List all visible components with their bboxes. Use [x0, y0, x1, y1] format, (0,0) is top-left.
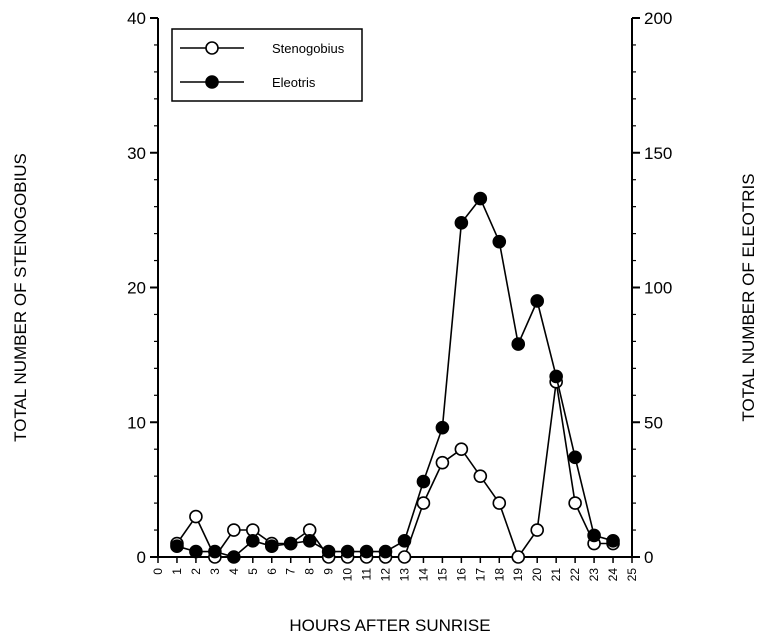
x-tick-label: 18 [492, 568, 506, 582]
legend-label: Stenogobius [272, 41, 345, 56]
series-line-stenogobius [176, 381, 613, 559]
y-right-axis-title: TOTAL NUMBER OF ELEOTRIS [739, 173, 758, 421]
x-tick-label: 22 [568, 568, 582, 582]
point-stenogobius [416, 496, 431, 510]
y-right-tick-label: 150 [644, 144, 672, 163]
point-eleotris [378, 544, 393, 559]
x-axis-title: HOURS AFTER SUNRISE [289, 616, 490, 635]
point-eleotris [435, 420, 450, 435]
point-eleotris [454, 216, 469, 230]
x-tick-label: 12 [379, 568, 393, 582]
point-stenogobius [568, 496, 582, 510]
point-eleotris [283, 536, 298, 551]
y-left-tick-label: 0 [137, 548, 146, 567]
x-tick-label: 10 [341, 568, 355, 582]
x-tick-label: 0 [151, 568, 165, 575]
x-tick-label: 15 [435, 568, 449, 582]
point-stenogobius [189, 509, 203, 524]
point-eleotris [189, 544, 203, 559]
point-stenogobius [397, 550, 412, 564]
y-right-tick-label: 200 [644, 9, 672, 28]
x-tick-label: 8 [303, 568, 317, 575]
y-right-tick-label: 100 [644, 279, 672, 298]
point-eleotris [511, 337, 526, 351]
point-eleotris [302, 534, 317, 548]
y-left-tick-label: 10 [127, 413, 146, 432]
point-eleotris [359, 544, 374, 559]
legend-marker [205, 41, 219, 55]
legend: Stenogobius Eleotris [171, 28, 363, 102]
point-eleotris [416, 474, 431, 489]
x-tick-label: 24 [606, 568, 620, 582]
legend-label: Eleotris [272, 75, 316, 90]
point-eleotris [208, 544, 222, 559]
legend-box [171, 28, 363, 102]
point-eleotris [492, 234, 507, 249]
point-eleotris [549, 369, 563, 384]
x-tick-label: 11 [360, 568, 374, 581]
y-left-axis-title: TOTAL NUMBER OF STENOGOBIUS [11, 153, 30, 442]
point-eleotris [473, 191, 488, 206]
point-stenogobius [530, 523, 545, 537]
x-tick-label: 1 [170, 568, 184, 575]
point-stenogobius [473, 469, 488, 483]
point-eleotris [264, 539, 279, 554]
y-left-tick-label: 30 [127, 144, 146, 163]
point-eleotris [227, 550, 241, 564]
x-tick-label: 5 [246, 568, 260, 575]
point-eleotris [530, 294, 545, 308]
y-right-tick-label: 50 [644, 413, 663, 432]
point-stenogobius [454, 442, 469, 457]
point-eleotris [246, 534, 260, 548]
y-left-tick-label: 40 [127, 9, 146, 28]
legend-marker [205, 75, 219, 89]
point-stenogobius [492, 496, 507, 510]
point-stenogobius [435, 455, 450, 470]
series-line-eleotris [176, 197, 614, 558]
x-tick-label: 21 [549, 568, 563, 582]
point-eleotris [170, 539, 184, 554]
point-eleotris [606, 534, 620, 548]
point-stenogobius [511, 550, 526, 564]
y-left-tick-label: 20 [127, 279, 146, 298]
point-eleotris [568, 450, 582, 465]
point-eleotris [340, 544, 355, 559]
x-tick-label: 17 [473, 568, 487, 582]
x-tick-label: 9 [322, 568, 336, 575]
point-eleotris [321, 544, 336, 559]
x-tick-label: 14 [416, 568, 430, 582]
point-eleotris [587, 528, 601, 543]
x-tick-label: 2 [189, 568, 203, 575]
x-tick-label: 7 [284, 568, 298, 575]
x-tick-label: 20 [530, 568, 544, 582]
x-tick-label: 3 [208, 568, 222, 575]
x-tick-label: 16 [454, 568, 468, 582]
x-tick-label: 4 [227, 568, 241, 575]
y-right-tick-label: 0 [644, 548, 653, 567]
series-layer [170, 191, 620, 564]
point-stenogobius [227, 523, 241, 537]
point-eleotris [397, 534, 412, 548]
x-tick-label: 19 [511, 568, 525, 582]
x-tick-label: 6 [265, 568, 279, 575]
x-tick-label: 23 [587, 568, 601, 582]
x-tick-label: 13 [397, 568, 411, 582]
x-tick-label: 25 [625, 568, 639, 582]
